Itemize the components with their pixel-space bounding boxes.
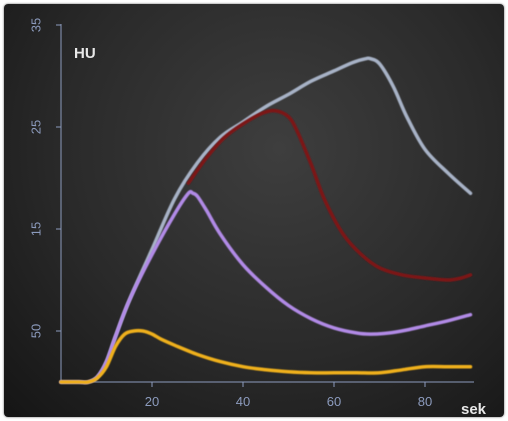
axes [60,24,474,383]
x-tick-label: 40 [236,394,250,409]
x-tick: 60 [327,382,341,409]
x-tick: 80 [418,382,432,409]
series-line-2 [186,108,473,282]
series-line-4 [59,328,473,385]
x-tick: 20 [145,382,159,409]
y-tick: 35 [28,18,61,32]
y-tick-label: 25 [28,120,43,134]
y-tick: 50 [28,324,61,338]
line-chart: 35 25 15 50 20 40 60 80 HU sek [28,18,487,417]
series-line-3 [59,189,473,385]
y-axis-unit-label: HU [74,45,96,62]
y-tick: 25 [28,120,61,134]
y-tick-label: 50 [28,324,43,338]
x-axis-ticks: 20 40 60 80 [145,382,432,409]
y-tick-label: 15 [28,222,43,236]
y-tick: 15 [28,222,61,236]
y-axis-ticks: 35 25 15 50 [28,18,61,338]
series-line-1 [59,56,473,385]
x-tick-label: 80 [418,394,432,409]
series-lines [59,56,473,385]
x-tick-label: 60 [327,394,341,409]
x-tick: 40 [236,382,250,409]
chart-panel: 35 25 15 50 20 40 60 80 HU sek [4,4,504,417]
x-tick-label: 20 [145,394,159,409]
x-axis-unit-label: sek [461,401,487,417]
y-tick-label: 35 [28,18,43,32]
